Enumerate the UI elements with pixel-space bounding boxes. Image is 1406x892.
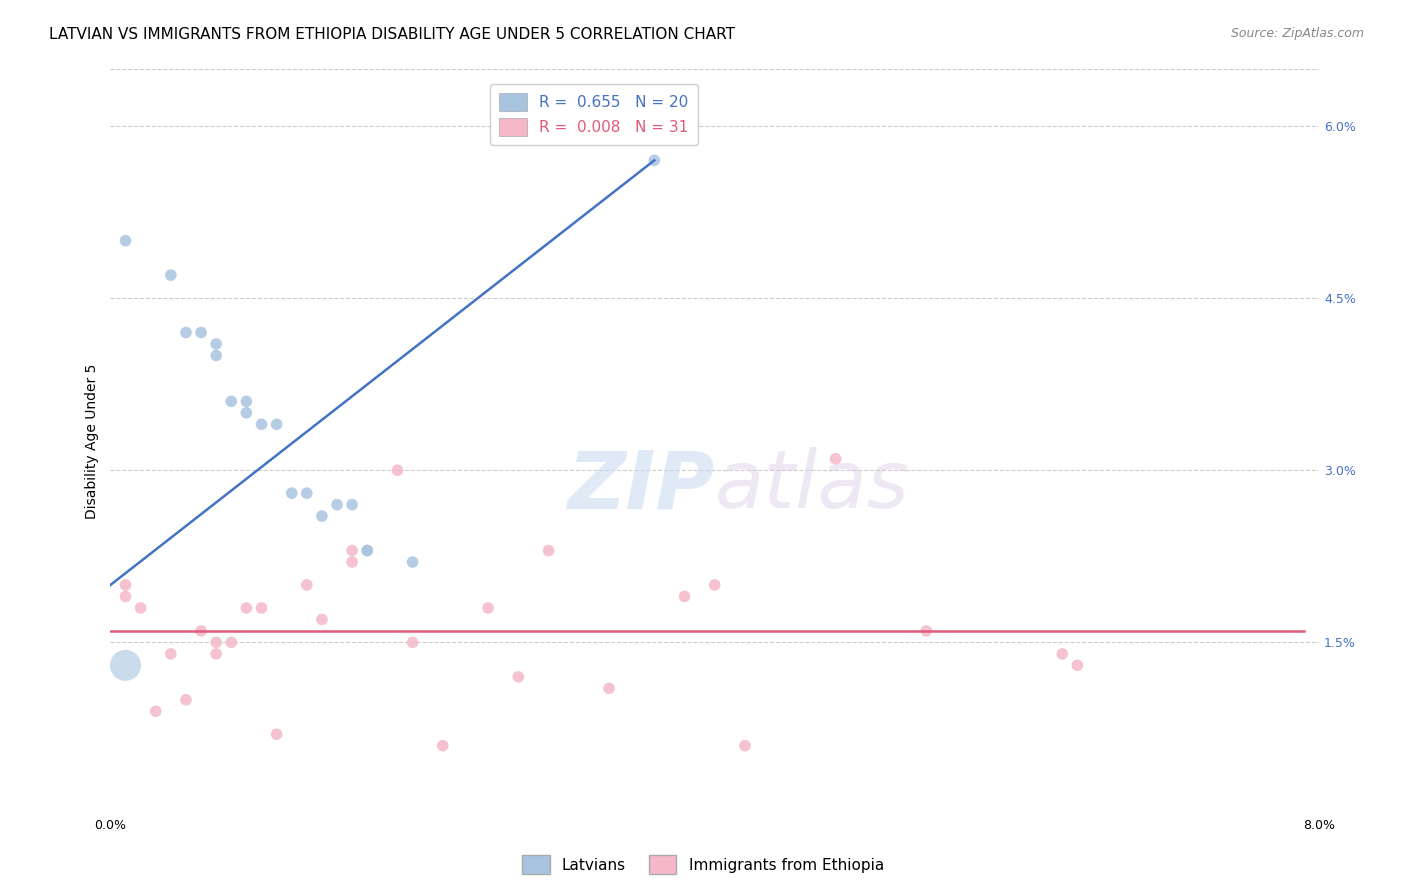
Y-axis label: Disability Age Under 5: Disability Age Under 5	[86, 364, 100, 519]
Point	[235, 601, 257, 615]
Point	[508, 670, 530, 684]
Point	[250, 601, 273, 615]
Point	[145, 704, 167, 718]
Point	[387, 463, 409, 477]
Point	[311, 509, 333, 524]
Text: atlas: atlas	[714, 447, 910, 525]
Point	[129, 601, 152, 615]
Point	[311, 612, 333, 626]
Point	[160, 647, 183, 661]
Point	[703, 578, 725, 592]
Point	[160, 268, 183, 282]
Point	[598, 681, 620, 696]
Point	[432, 739, 454, 753]
Text: ZIP: ZIP	[568, 447, 714, 525]
Point	[114, 234, 136, 248]
Point	[673, 590, 696, 604]
Point	[205, 337, 228, 351]
Point	[205, 348, 228, 362]
Point	[340, 498, 363, 512]
Point	[266, 727, 288, 741]
Point	[114, 578, 136, 592]
Point	[114, 590, 136, 604]
Text: Source: ZipAtlas.com: Source: ZipAtlas.com	[1230, 27, 1364, 40]
Point	[537, 543, 560, 558]
Point	[174, 326, 197, 340]
Point	[1052, 647, 1074, 661]
Point	[326, 498, 349, 512]
Point	[401, 635, 423, 649]
Point	[190, 326, 212, 340]
Text: LATVIAN VS IMMIGRANTS FROM ETHIOPIA DISABILITY AGE UNDER 5 CORRELATION CHART: LATVIAN VS IMMIGRANTS FROM ETHIOPIA DISA…	[49, 27, 735, 42]
Point	[643, 153, 665, 168]
Point	[219, 635, 242, 649]
Point	[295, 578, 318, 592]
Point	[340, 555, 363, 569]
Point	[1066, 658, 1088, 673]
Point	[174, 692, 197, 706]
Point	[477, 601, 499, 615]
Point	[266, 417, 288, 432]
Point	[219, 394, 242, 409]
Point	[250, 417, 273, 432]
Point	[356, 543, 378, 558]
Point	[356, 543, 378, 558]
Point	[205, 647, 228, 661]
Point	[401, 555, 423, 569]
Legend: R =  0.655   N = 20, R =  0.008   N = 31: R = 0.655 N = 20, R = 0.008 N = 31	[491, 84, 697, 145]
Point	[734, 739, 756, 753]
Point	[190, 624, 212, 638]
Point	[205, 635, 228, 649]
Point	[235, 406, 257, 420]
Point	[280, 486, 302, 500]
Point	[340, 543, 363, 558]
Point	[824, 451, 846, 466]
Point	[915, 624, 938, 638]
Point	[114, 658, 136, 673]
Point	[295, 486, 318, 500]
Legend: Latvians, Immigrants from Ethiopia: Latvians, Immigrants from Ethiopia	[516, 849, 890, 880]
Point	[235, 394, 257, 409]
